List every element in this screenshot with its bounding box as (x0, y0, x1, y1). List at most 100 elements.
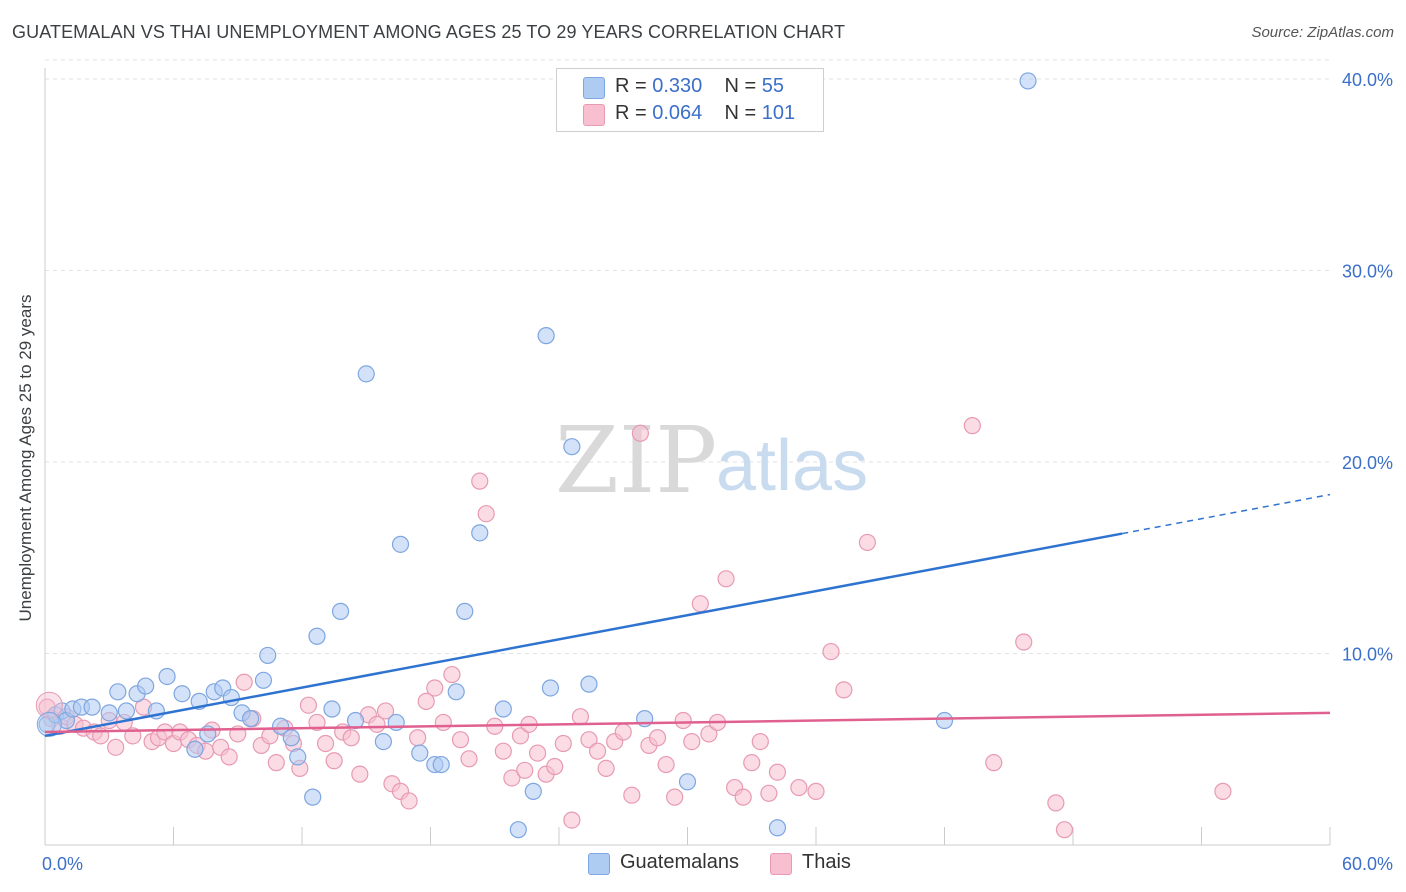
thai-point (471, 472, 489, 490)
thai-point (858, 533, 877, 552)
thai-point (835, 681, 853, 699)
thai-point (597, 759, 615, 778)
thai-point (426, 679, 444, 697)
thai-point (342, 729, 360, 747)
thai-point (35, 691, 63, 719)
legend-r-value-thais: 0.064 (652, 102, 703, 124)
legend-n-label: N = (724, 102, 757, 124)
thai-point (691, 595, 709, 613)
thais-swatch (583, 104, 605, 126)
guatemalan-point (109, 683, 127, 701)
guatemalan-point (374, 732, 392, 751)
guatemalans-trend-line (44, 532, 1123, 738)
thai-point (1015, 633, 1033, 651)
thai-point (963, 417, 981, 435)
thais-legend-swatch (770, 853, 792, 875)
thai-point (516, 761, 534, 779)
thai-point (376, 702, 395, 720)
guatemalan-point (541, 679, 560, 697)
thai-point (985, 754, 1003, 772)
thai-point (220, 748, 238, 766)
guatemalan-point (259, 646, 277, 665)
guatemalan-point (282, 729, 300, 747)
thai-point (443, 665, 461, 684)
legend-r-label: R = (615, 75, 647, 97)
guatemalan-point (447, 683, 465, 701)
thai-point (503, 769, 521, 787)
thai-point (666, 788, 684, 806)
tick-label-layer: 10.0% 20.0% 30.0% 40.0% 0.0% 60.0% (42, 70, 1393, 874)
guatemalan-point (36, 711, 62, 737)
guatemalans-swatch (583, 77, 605, 99)
trend-layer (44, 493, 1331, 738)
legend-r-value-guatemalans: 0.330 (652, 75, 703, 97)
thai-point (351, 765, 369, 783)
thai-point (700, 725, 718, 743)
guatemalan-point (271, 717, 290, 735)
thai-point (417, 692, 435, 710)
x-tick-label: 60.0% (1342, 854, 1393, 874)
guatemalan-point (494, 700, 512, 718)
thai-point (588, 742, 607, 760)
thai-point (683, 732, 701, 751)
thai-point (460, 750, 478, 768)
guatemalan-point (1019, 72, 1037, 90)
guatemalan-point (524, 782, 542, 800)
thai-point (316, 734, 335, 753)
guatemalan-point (935, 711, 954, 730)
y-tick-label: 40.0% (1342, 70, 1393, 90)
thai-point (235, 673, 253, 691)
legend-n-label: N = (724, 75, 757, 97)
grid-layer (45, 59, 1330, 654)
thai-point (563, 811, 581, 829)
thai-point (790, 778, 808, 797)
legend-r-label: R = (615, 102, 647, 124)
thai-point (107, 738, 125, 756)
thai-point (308, 713, 326, 732)
guatemalan-point (242, 710, 260, 728)
guatemalan-point (186, 740, 204, 758)
thai-point (648, 729, 667, 747)
thai-point (760, 784, 778, 802)
thai-point (674, 711, 692, 730)
legend-n-value-guatemalans: 55 (761, 75, 785, 97)
guatemalan-point (509, 821, 527, 839)
guatemalan-point (456, 602, 474, 620)
thai-point (1055, 821, 1074, 839)
guatemalan-point (357, 365, 375, 383)
y-tick-label: 10.0% (1342, 645, 1393, 665)
y-axis-label: Unemployment Among Ages 25 to 29 years (16, 294, 35, 622)
watermark-atlas: atlas (716, 426, 868, 506)
guatemalans-legend-swatch (588, 853, 610, 875)
thai-point (717, 570, 735, 588)
thai-point (614, 723, 632, 741)
thai-point (743, 754, 761, 772)
thai-point (494, 742, 512, 760)
guatemalan-point (117, 702, 135, 720)
legend-n-value-thais: 101 (761, 102, 796, 124)
guatemalan-point (100, 704, 118, 722)
thai-point (580, 731, 598, 749)
chart-title: GUATEMALAN VS THAI UNEMPLOYMENT AMONG AG… (12, 22, 846, 42)
thai-point (546, 757, 564, 776)
thai-point (511, 727, 530, 745)
thais-trend-line (44, 711, 1331, 734)
thai-point (299, 696, 318, 714)
thai-point (571, 708, 590, 726)
thai-point (451, 731, 470, 749)
guatemalan-point (537, 327, 555, 345)
guatemalan-point (678, 773, 697, 791)
guatemalan-point (563, 438, 581, 456)
thai-point (768, 763, 787, 781)
legend-label-guatemalans: Guatemalans (620, 851, 739, 873)
watermark-zip: ZIP (555, 407, 717, 514)
guatemalan-point (580, 675, 598, 693)
guatemalan-point (304, 788, 322, 806)
thai-point (554, 734, 572, 753)
thai-point (657, 755, 675, 774)
guatemalan-point (289, 748, 307, 766)
thai-point (807, 782, 825, 800)
guatemalan-point (471, 524, 489, 542)
guatemalan-point (391, 535, 410, 553)
